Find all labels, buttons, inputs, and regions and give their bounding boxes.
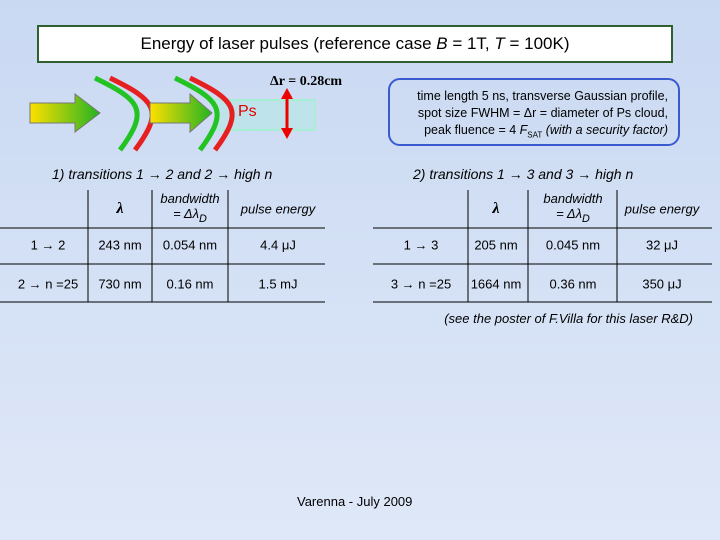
table-cell: bandwidth = ΔλD: [160, 191, 219, 225]
table-cell: 1 → 2: [30, 237, 66, 253]
arrowhead: [281, 88, 293, 99]
header-text: D: [582, 212, 590, 225]
header-text: D: [199, 212, 207, 225]
title-text: B: [436, 34, 448, 53]
table-cell: 4.4 μJ: [260, 237, 296, 253]
info-text: SAT: [527, 130, 543, 140]
section-heading: 1) transitions 1 → 2 and 2 → high n: [52, 166, 273, 182]
particle-label: Ps: [238, 103, 257, 120]
table-cell: pulse energy: [624, 201, 700, 217]
header-text: = ΔλD: [543, 206, 602, 225]
table-grid: [0, 190, 712, 303]
info-text: (with a security factor): [542, 123, 668, 137]
info-box: time length 5 ns, transverse Gaussian pr…: [388, 78, 680, 146]
info-text: peak fluence = 4: [424, 123, 520, 137]
beam: [188, 75, 235, 152]
table-cell: λ: [492, 200, 500, 217]
table-cell: 1 → 3: [403, 237, 439, 253]
table-cell: 0.054 nm: [162, 237, 218, 253]
table-cell: 243 nm: [98, 237, 142, 253]
info-line: spot size FWHM = Δr = diameter of Ps clo…: [417, 106, 668, 120]
table-cell: 32 μJ: [645, 237, 679, 253]
table-cell: pulse energy: [240, 201, 316, 217]
table-cell: 1664 nm: [470, 276, 522, 292]
table-cell: λ: [116, 200, 124, 217]
info-text: F: [519, 123, 528, 137]
table-cell: bandwidth = ΔλD: [543, 191, 602, 225]
title: Energy of laser pulses (reference case B…: [37, 25, 673, 63]
header-text: = Δλ: [556, 206, 582, 222]
arrowhead: [281, 128, 293, 139]
title-text: = 1T,: [447, 34, 495, 53]
header-text: bandwidth: [160, 191, 220, 207]
table-cell: 0.36 nm: [549, 276, 597, 292]
beam: [173, 75, 220, 152]
header-text: = ΔλD: [160, 206, 219, 225]
section-heading: 2) transitions 1 → 3 and 3 → high n: [413, 166, 634, 182]
table-cell: 3 → n =25: [390, 276, 452, 292]
table-cell: 730 nm: [98, 276, 142, 292]
table-cell: 0.16 nm: [166, 276, 214, 292]
table-cell: 0.045 nm: [545, 237, 601, 253]
laser-arrow: [29, 92, 101, 134]
table-cell: 205 nm: [474, 237, 518, 253]
beam: [93, 75, 140, 152]
table-cell: 350 μJ: [642, 276, 682, 292]
title-text: Energy of laser pulses (reference case: [140, 34, 437, 53]
note: (see the poster of F.Villa for this lase…: [444, 311, 693, 326]
table-cell: 1.5 mJ: [258, 276, 298, 292]
title-text: T: [494, 34, 505, 53]
table-cell: 2 → n =25: [17, 276, 79, 292]
title-text: = 100K): [504, 34, 570, 53]
info-line: peak fluence = 4 FSAT (with a security f…: [390, 122, 668, 144]
laser-arrow: [149, 92, 213, 134]
header-text: bandwidth: [543, 191, 603, 207]
size-label: Δr = 0.28cm: [270, 74, 343, 89]
footer: Varenna - July 2009: [297, 494, 413, 509]
info-line: time length 5 ns, transverse Gaussian pr…: [417, 89, 668, 103]
header-text: = Δλ: [173, 206, 199, 222]
